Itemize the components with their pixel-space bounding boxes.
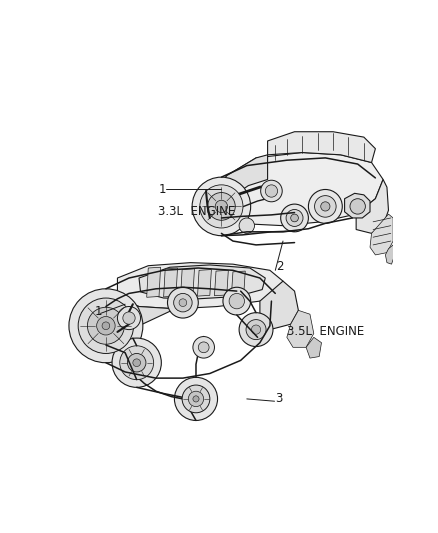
Circle shape xyxy=(69,289,143,363)
Circle shape xyxy=(308,189,342,223)
Polygon shape xyxy=(216,155,268,206)
Circle shape xyxy=(192,177,251,236)
Circle shape xyxy=(321,202,330,211)
Polygon shape xyxy=(385,245,395,264)
Text: 1: 1 xyxy=(158,183,166,196)
Polygon shape xyxy=(117,299,175,326)
Polygon shape xyxy=(356,180,389,233)
Polygon shape xyxy=(231,271,245,295)
Circle shape xyxy=(133,359,141,367)
Circle shape xyxy=(102,322,110,329)
Circle shape xyxy=(193,336,215,358)
Circle shape xyxy=(127,353,146,372)
Circle shape xyxy=(291,214,298,222)
Circle shape xyxy=(179,299,187,306)
Circle shape xyxy=(251,325,261,334)
Polygon shape xyxy=(287,310,314,348)
Polygon shape xyxy=(370,214,393,255)
Circle shape xyxy=(223,287,251,315)
Circle shape xyxy=(120,346,154,379)
Circle shape xyxy=(246,320,266,340)
Circle shape xyxy=(188,391,204,407)
Polygon shape xyxy=(306,337,321,358)
Circle shape xyxy=(200,185,243,228)
Circle shape xyxy=(117,306,141,329)
Polygon shape xyxy=(215,270,228,296)
Circle shape xyxy=(78,298,134,353)
Circle shape xyxy=(112,338,161,387)
Polygon shape xyxy=(164,268,177,297)
Circle shape xyxy=(261,180,282,202)
Circle shape xyxy=(239,313,273,346)
Text: 1: 1 xyxy=(94,305,102,318)
Circle shape xyxy=(193,396,199,402)
Polygon shape xyxy=(214,152,383,225)
Circle shape xyxy=(215,200,228,213)
Circle shape xyxy=(286,209,303,227)
Polygon shape xyxy=(268,132,375,163)
Circle shape xyxy=(88,308,124,344)
Circle shape xyxy=(281,204,308,232)
Circle shape xyxy=(229,294,244,309)
Polygon shape xyxy=(345,193,370,218)
Circle shape xyxy=(239,218,254,233)
Polygon shape xyxy=(260,281,298,329)
Circle shape xyxy=(198,342,209,353)
Polygon shape xyxy=(180,269,194,296)
Polygon shape xyxy=(198,270,212,296)
Circle shape xyxy=(173,294,192,312)
Circle shape xyxy=(265,185,278,197)
Circle shape xyxy=(208,192,235,220)
Circle shape xyxy=(174,377,218,421)
Circle shape xyxy=(97,317,115,335)
Polygon shape xyxy=(117,263,283,309)
Circle shape xyxy=(182,385,210,413)
Polygon shape xyxy=(139,265,265,299)
Circle shape xyxy=(350,199,365,214)
Text: 3: 3 xyxy=(276,392,283,406)
Text: 3.3L  ENGINE: 3.3L ENGINE xyxy=(158,205,236,219)
Text: 2: 2 xyxy=(276,260,283,273)
Text: 3.5L  ENGINE: 3.5L ENGINE xyxy=(287,326,364,338)
Circle shape xyxy=(167,287,198,318)
Polygon shape xyxy=(147,267,161,297)
Circle shape xyxy=(123,312,135,324)
Circle shape xyxy=(314,196,336,217)
